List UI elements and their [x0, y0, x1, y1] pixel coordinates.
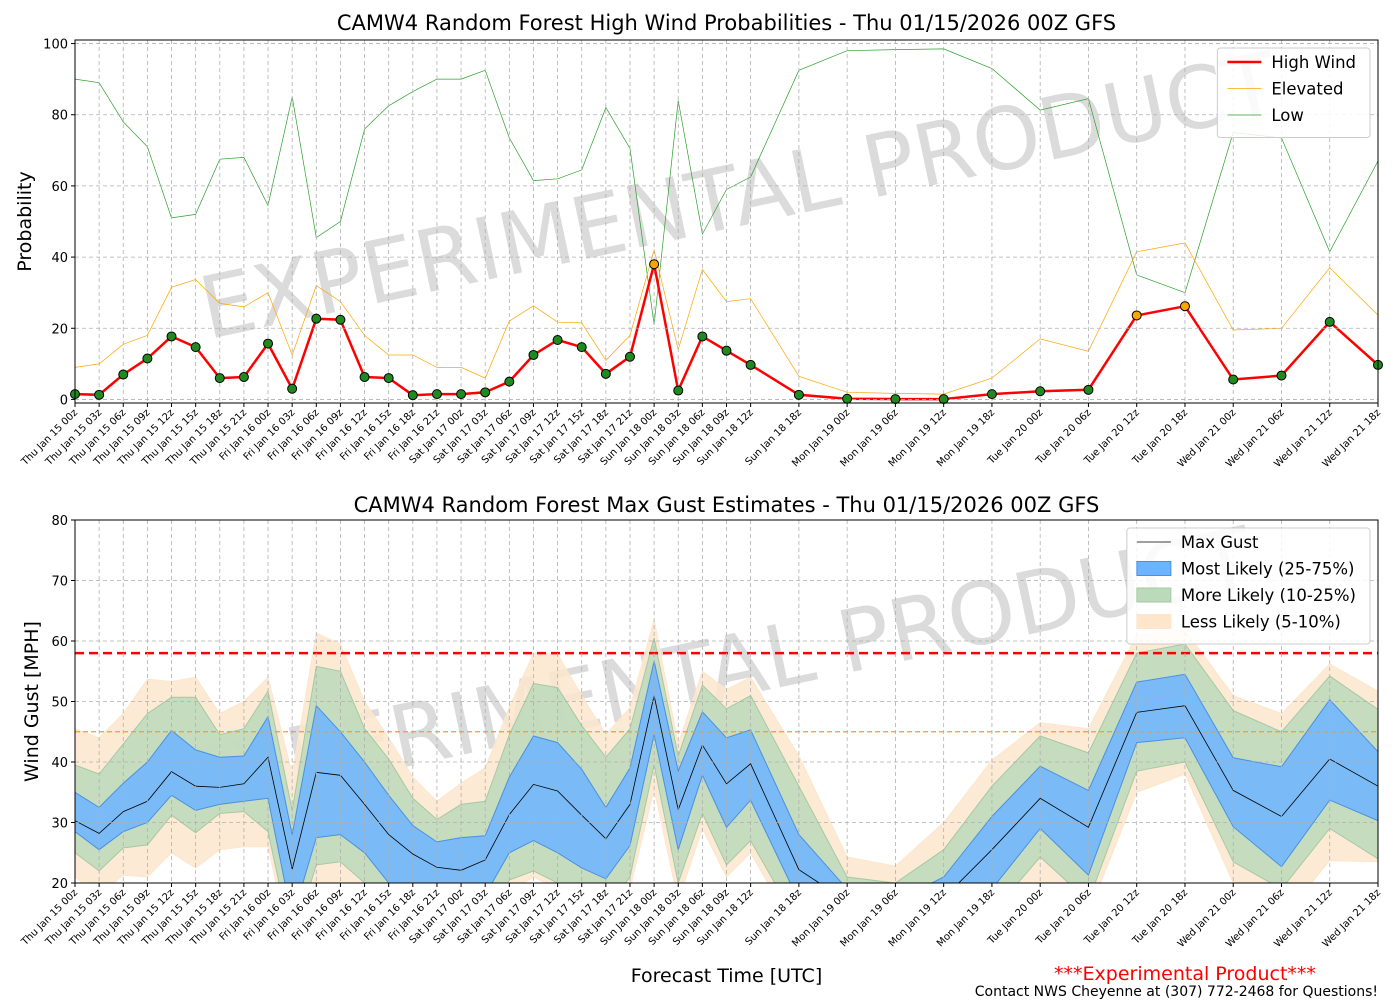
data-point	[986, 389, 997, 400]
legend-label: More Likely (10-25%)	[1181, 586, 1356, 605]
legend: Max Gust Most Likely (25-75%) More Likely …	[1126, 527, 1371, 645]
y-tick-label: 80	[51, 109, 68, 124]
data-point	[528, 349, 539, 360]
data-point	[1228, 374, 1239, 385]
legend-label: Elevated	[1271, 80, 1343, 99]
legend-label: Low	[1271, 106, 1304, 125]
series-line	[75, 695, 1378, 883]
data-point	[142, 353, 153, 364]
legend-swatch	[1136, 587, 1172, 603]
data-point	[890, 394, 901, 405]
data-point	[1083, 384, 1094, 395]
legend-label: Most Likely (25-75%)	[1181, 560, 1355, 579]
legend-label: Max Gust	[1181, 533, 1259, 552]
data-point	[600, 368, 611, 379]
data-point	[311, 313, 322, 324]
y-tick-label: 40	[51, 251, 68, 266]
legend-swatch	[1136, 614, 1172, 629]
legend-label: High Wind	[1271, 53, 1356, 72]
data-point	[359, 372, 370, 383]
data-point	[287, 383, 298, 394]
data-point	[1131, 310, 1142, 321]
legend-swatch	[1136, 561, 1172, 576]
y-tick-label: 20	[51, 877, 68, 892]
y-tick-label: 70	[51, 575, 68, 590]
legend-label: Less Likely (5-10%)	[1181, 613, 1341, 632]
data-point	[335, 314, 346, 325]
x-axis-label: Forecast Time [UTC]	[631, 965, 822, 987]
data-point	[649, 259, 660, 270]
data-point	[1276, 370, 1287, 381]
data-point	[94, 389, 105, 400]
data-point	[624, 351, 635, 362]
data-point	[793, 389, 804, 400]
watermark: EXPERIMENTAL PRODUCT	[191, 33, 1287, 359]
data-point	[118, 369, 129, 380]
y-axis-label: Wind Gust [MPH]	[21, 621, 43, 782]
legend: High Wind Elevated Low	[1216, 47, 1371, 138]
data-point	[383, 373, 394, 384]
y-tick-label: 100	[43, 38, 68, 53]
data-point	[504, 376, 515, 387]
data-point	[480, 387, 491, 398]
data-point	[552, 335, 563, 346]
y-axis-label: Probability	[14, 171, 36, 271]
data-point	[166, 331, 177, 342]
footer-warning: ***Experimental Product***	[1054, 963, 1316, 985]
data-point	[456, 389, 467, 400]
y-tick-label: 30	[51, 817, 68, 832]
data-point	[263, 338, 274, 349]
data-point	[214, 373, 225, 384]
y-tick-label: 80	[51, 514, 68, 529]
data-point	[238, 372, 249, 383]
data-point	[407, 390, 418, 401]
plot-frame	[74, 519, 1379, 884]
data-point	[673, 385, 684, 396]
data-point	[745, 359, 756, 370]
data-point	[938, 394, 949, 405]
series-line	[75, 48, 1378, 325]
data-point	[431, 389, 442, 400]
plot-frame	[74, 39, 1379, 404]
data-point	[190, 342, 201, 353]
y-tick-label: 60	[51, 635, 68, 650]
data-point	[1324, 316, 1335, 327]
data-point	[842, 393, 853, 404]
data-point	[1179, 301, 1190, 312]
data-point	[697, 331, 708, 342]
y-tick-label: 50	[51, 696, 68, 711]
data-point	[576, 342, 587, 353]
chart-title: CAMW4 Random Forest Max Gust Estimates -…	[354, 493, 1100, 517]
legend-box	[1126, 527, 1371, 645]
y-tick-label: 20	[51, 322, 68, 337]
y-tick-label: 40	[51, 756, 68, 771]
series-line	[75, 242, 1378, 395]
footer-contact: Contact NWS Cheyenne at (307) 772-2468 f…	[975, 984, 1378, 1000]
data-point	[721, 345, 732, 356]
data-point	[1035, 386, 1046, 397]
y-tick-label: 60	[51, 180, 68, 195]
y-tick-label: 0	[60, 393, 68, 408]
chart-title: CAMW4 Random Forest High Wind Probabilit…	[337, 11, 1116, 35]
